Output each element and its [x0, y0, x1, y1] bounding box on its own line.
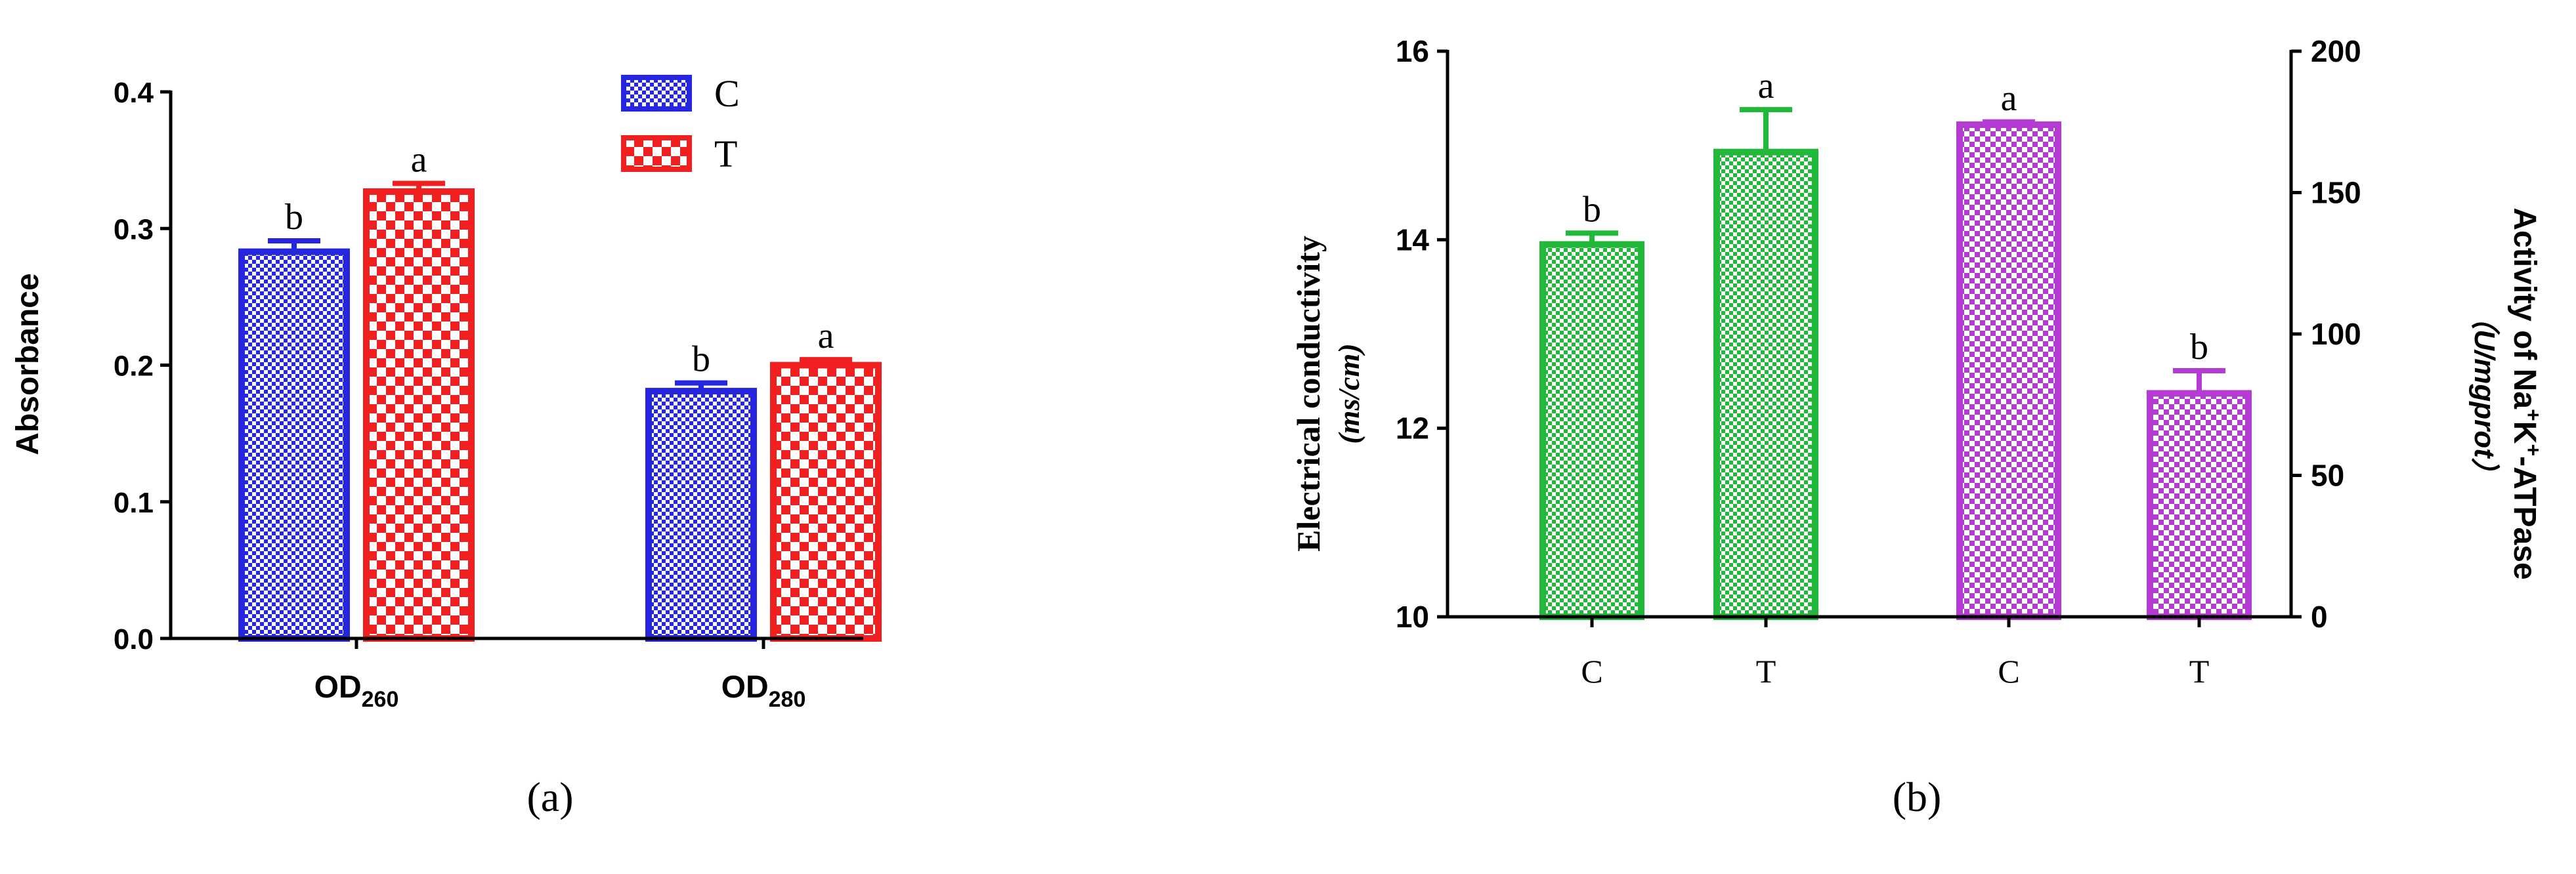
panel-b-right-y-tick-label: 0 — [2311, 600, 2328, 634]
panel-b-right-axis-unit: （U/mgprot） — [2468, 301, 2501, 487]
panel-a-legend-swatch-t — [621, 135, 692, 172]
panel-b-left-axis-unit: (ms/cm) — [1332, 343, 1365, 444]
panel-b-bar-0 — [1539, 241, 1644, 620]
panel-a-x-labels: OD260 OD280 — [314, 638, 806, 712]
panel-a-bar-t-1 — [770, 362, 882, 642]
panel-a-y-tick-label: 0.0 — [114, 623, 154, 656]
panel-a-y-tick-label: 0.4 — [114, 77, 154, 109]
panel-a-legend-label-t: T — [714, 133, 737, 175]
panel-b-right-axis-label: Activity of Na+K+-ATPase — [2507, 207, 2545, 579]
panel-b-significance-letter: b — [1583, 189, 1601, 230]
panel-b-bar-3 — [2147, 390, 2252, 620]
panel-b-significance-letter: a — [1758, 66, 1774, 106]
panel-b-left-axis-label: Electrical conductivity — [1290, 236, 1327, 552]
panel-a-bar-c-1 — [645, 388, 757, 642]
panel-a-significance-letter: b — [285, 197, 303, 238]
panel-a-legend-label-c: C — [714, 72, 740, 115]
panel-b-right-y-tick-label: 100 — [2311, 317, 2361, 351]
panel-a-significance-letter: a — [411, 140, 427, 180]
panel-b-bar-1 — [1713, 148, 1818, 620]
panel-b-chart: b a a b 10 12 14 16 0 50 100 150 200 Electrical co… — [1290, 34, 2545, 820]
panel-a-legend: CT — [621, 72, 740, 175]
panel-a-bar-t-0 — [363, 188, 475, 642]
panel-a-x-tick-label: OD260 — [314, 670, 399, 712]
panel-b-caption: (b) — [1893, 774, 1942, 820]
panel-b-left-y-tick-label: 10 — [1396, 600, 1429, 634]
panel-b-significance-letter: b — [2190, 327, 2208, 367]
panel-a-y-tick-label: 0.2 — [114, 350, 154, 383]
panel-b-left-y-tick-label: 14 — [1396, 222, 1430, 257]
panel-b-x-tick-label: T — [2189, 653, 2210, 690]
panel-a-bar-c-0 — [238, 248, 350, 642]
panel-a-y-tick-label: 0.3 — [114, 213, 154, 245]
panel-b-x-tick-label: C — [1581, 653, 1602, 690]
panel-a-y-ticks: 0.0 0.1 0.2 0.3 0.4 — [114, 77, 171, 656]
panel-b-right-y-ticks: 0 50 100 150 200 — [2291, 34, 2361, 634]
panel-a-legend-swatch-c — [621, 75, 692, 112]
panel-a-y-axis-label: Absorbance — [11, 273, 45, 455]
panel-b-left-y-tick-label: 12 — [1396, 411, 1429, 446]
panel-a-significance-letter: a — [818, 316, 834, 356]
panel-b-right-y-tick-label: 150 — [2311, 176, 2361, 210]
panel-b-x-tick-label: T — [1756, 653, 1776, 690]
panel-a-x-tick-label: OD280 — [721, 670, 806, 712]
panel-b-bar-2 — [1956, 121, 2061, 620]
panel-b-right-y-tick-label: 200 — [2311, 34, 2361, 68]
panel-b-significance-letter: a — [2001, 78, 2017, 119]
panel-b-x-tick-label: C — [1998, 653, 2019, 690]
panel-b-left-y-tick-label: 16 — [1396, 34, 1429, 68]
panel-a-y-tick-label: 0.1 — [114, 487, 154, 519]
panel-b-bars: b a a b — [1539, 66, 2252, 620]
panel-b-left-y-ticks: 10 12 14 16 — [1396, 34, 1448, 634]
panel-a-caption: (a) — [526, 774, 573, 820]
panel-a-bars: b b a a — [238, 140, 882, 642]
panel-a-significance-letter: b — [692, 339, 710, 380]
panel-b-right-y-tick-label: 50 — [2311, 459, 2344, 493]
